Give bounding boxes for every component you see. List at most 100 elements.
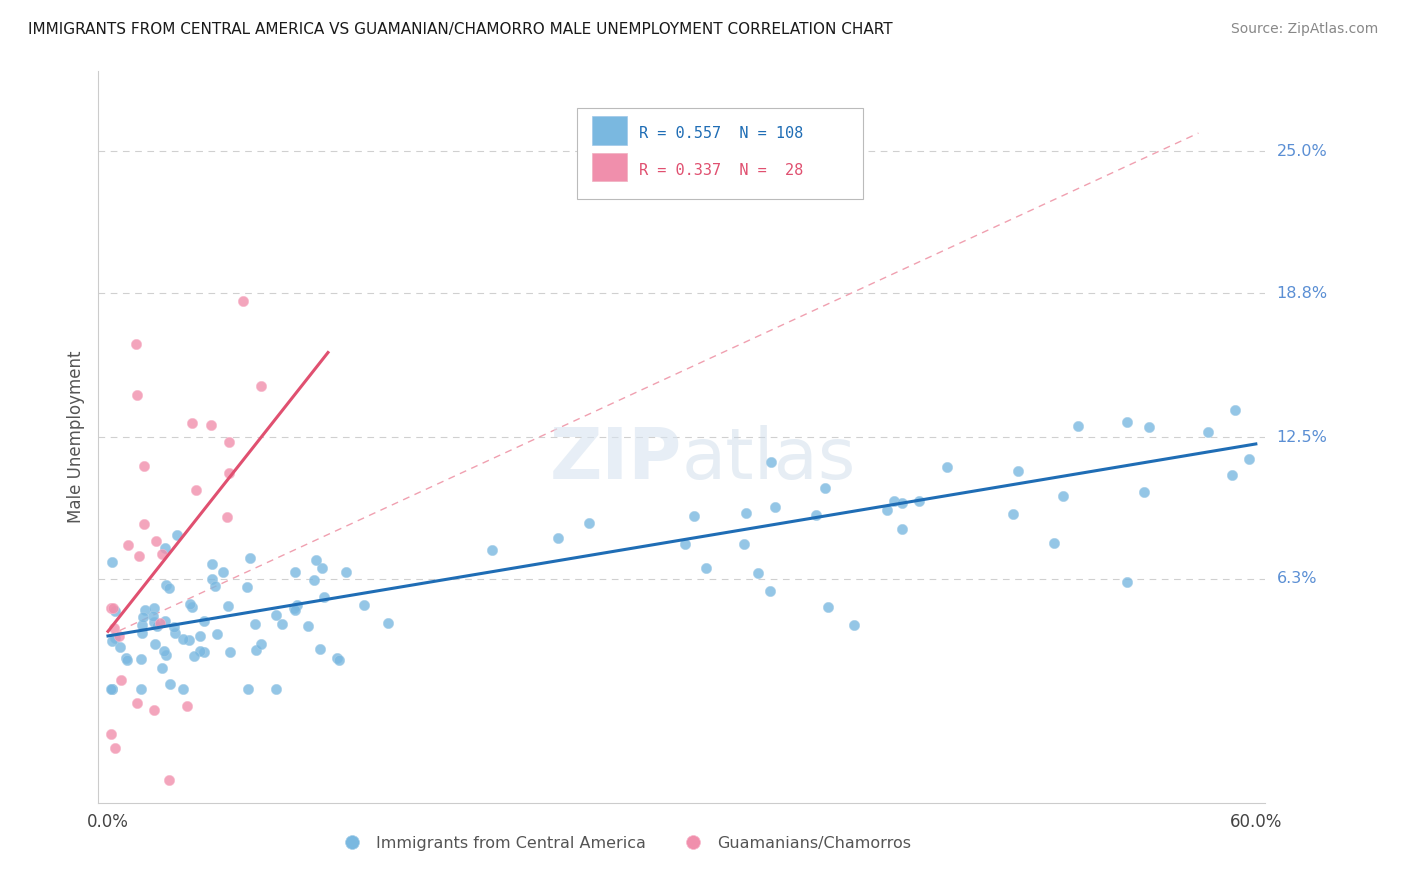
Point [578, 516, 600, 530]
Point [149, 615, 172, 630]
Point [127, 388, 149, 402]
Point [215, 509, 238, 524]
Point [104, 740, 127, 755]
Point [218, 434, 240, 449]
Point [270, 617, 292, 632]
Point [1133, 485, 1156, 500]
Bar [592, 116, 627, 145]
Point [284, 566, 307, 580]
Point [232, 294, 254, 309]
Point [734, 506, 756, 520]
Point [143, 637, 166, 651]
Point [155, 648, 177, 663]
Point [179, 632, 201, 647]
Point [159, 677, 181, 691]
Point [153, 615, 176, 629]
Point [207, 627, 229, 641]
Point [134, 602, 156, 616]
Point [1043, 536, 1066, 550]
Text: Source: ZipAtlas.com: Source: ZipAtlas.com [1230, 22, 1378, 37]
Text: 6.3%: 6.3% [1277, 571, 1317, 586]
Point [143, 601, 166, 615]
Point [157, 581, 180, 595]
Point [125, 696, 148, 710]
Point [287, 598, 309, 612]
Point [297, 618, 319, 632]
Point [1007, 464, 1029, 478]
Point [142, 615, 165, 629]
Point [145, 619, 167, 633]
Point [245, 643, 267, 657]
Point [115, 651, 138, 665]
Point [1220, 467, 1243, 482]
Point [218, 466, 240, 480]
Point [908, 493, 931, 508]
Point [335, 565, 357, 579]
Point [183, 648, 205, 663]
Point [1052, 489, 1074, 503]
Point [155, 578, 177, 592]
Legend: Immigrants from Central America, Guamanians/Chamorros: Immigrants from Central America, Guamani… [329, 830, 918, 857]
Point [305, 553, 328, 567]
Y-axis label: Male Unemployment: Male Unemployment [66, 351, 84, 524]
Point [101, 555, 124, 569]
Point [100, 601, 122, 615]
Point [104, 632, 127, 646]
Point [125, 337, 148, 351]
Point [890, 496, 912, 510]
Point [217, 599, 239, 614]
Point [110, 673, 132, 687]
Point [131, 617, 153, 632]
Point [153, 644, 176, 658]
Point [142, 609, 165, 624]
Point [150, 547, 173, 561]
Point [883, 494, 905, 508]
Text: 18.8%: 18.8% [1277, 285, 1327, 301]
Point [129, 681, 152, 696]
Point [817, 599, 839, 614]
Point [201, 572, 224, 586]
Point [172, 681, 194, 696]
Point [1225, 402, 1247, 417]
Point [103, 621, 125, 635]
Point [283, 600, 305, 615]
Point [695, 561, 717, 575]
Point [101, 681, 124, 696]
Point [264, 608, 287, 623]
Point [108, 629, 131, 643]
Point [129, 651, 152, 665]
Point [328, 653, 350, 667]
Point [110, 640, 132, 654]
Point [547, 532, 569, 546]
Point [1002, 507, 1025, 521]
Point [763, 500, 786, 514]
Point [377, 616, 399, 631]
Point [759, 584, 782, 599]
Text: atlas: atlas [682, 425, 856, 493]
Point [673, 537, 696, 551]
Point [353, 598, 375, 612]
Point [176, 699, 198, 714]
Point [1237, 452, 1260, 467]
Bar [592, 153, 627, 181]
Point [245, 617, 267, 632]
Point [172, 632, 194, 646]
Text: R = 0.557  N = 108: R = 0.557 N = 108 [638, 126, 803, 141]
Point [100, 681, 122, 696]
Point [1116, 415, 1139, 429]
Point [235, 580, 257, 594]
Point [117, 538, 139, 552]
Point [100, 727, 122, 741]
Text: R = 0.337  N =  28: R = 0.337 N = 28 [638, 162, 803, 178]
Point [132, 516, 155, 531]
Point [804, 508, 827, 522]
Point [842, 617, 865, 632]
Point [219, 645, 242, 659]
Point [250, 378, 273, 392]
Point [238, 551, 260, 566]
Point [190, 644, 212, 658]
Point [193, 614, 215, 628]
Point [759, 454, 782, 468]
Point [101, 600, 124, 615]
Point [193, 645, 215, 659]
